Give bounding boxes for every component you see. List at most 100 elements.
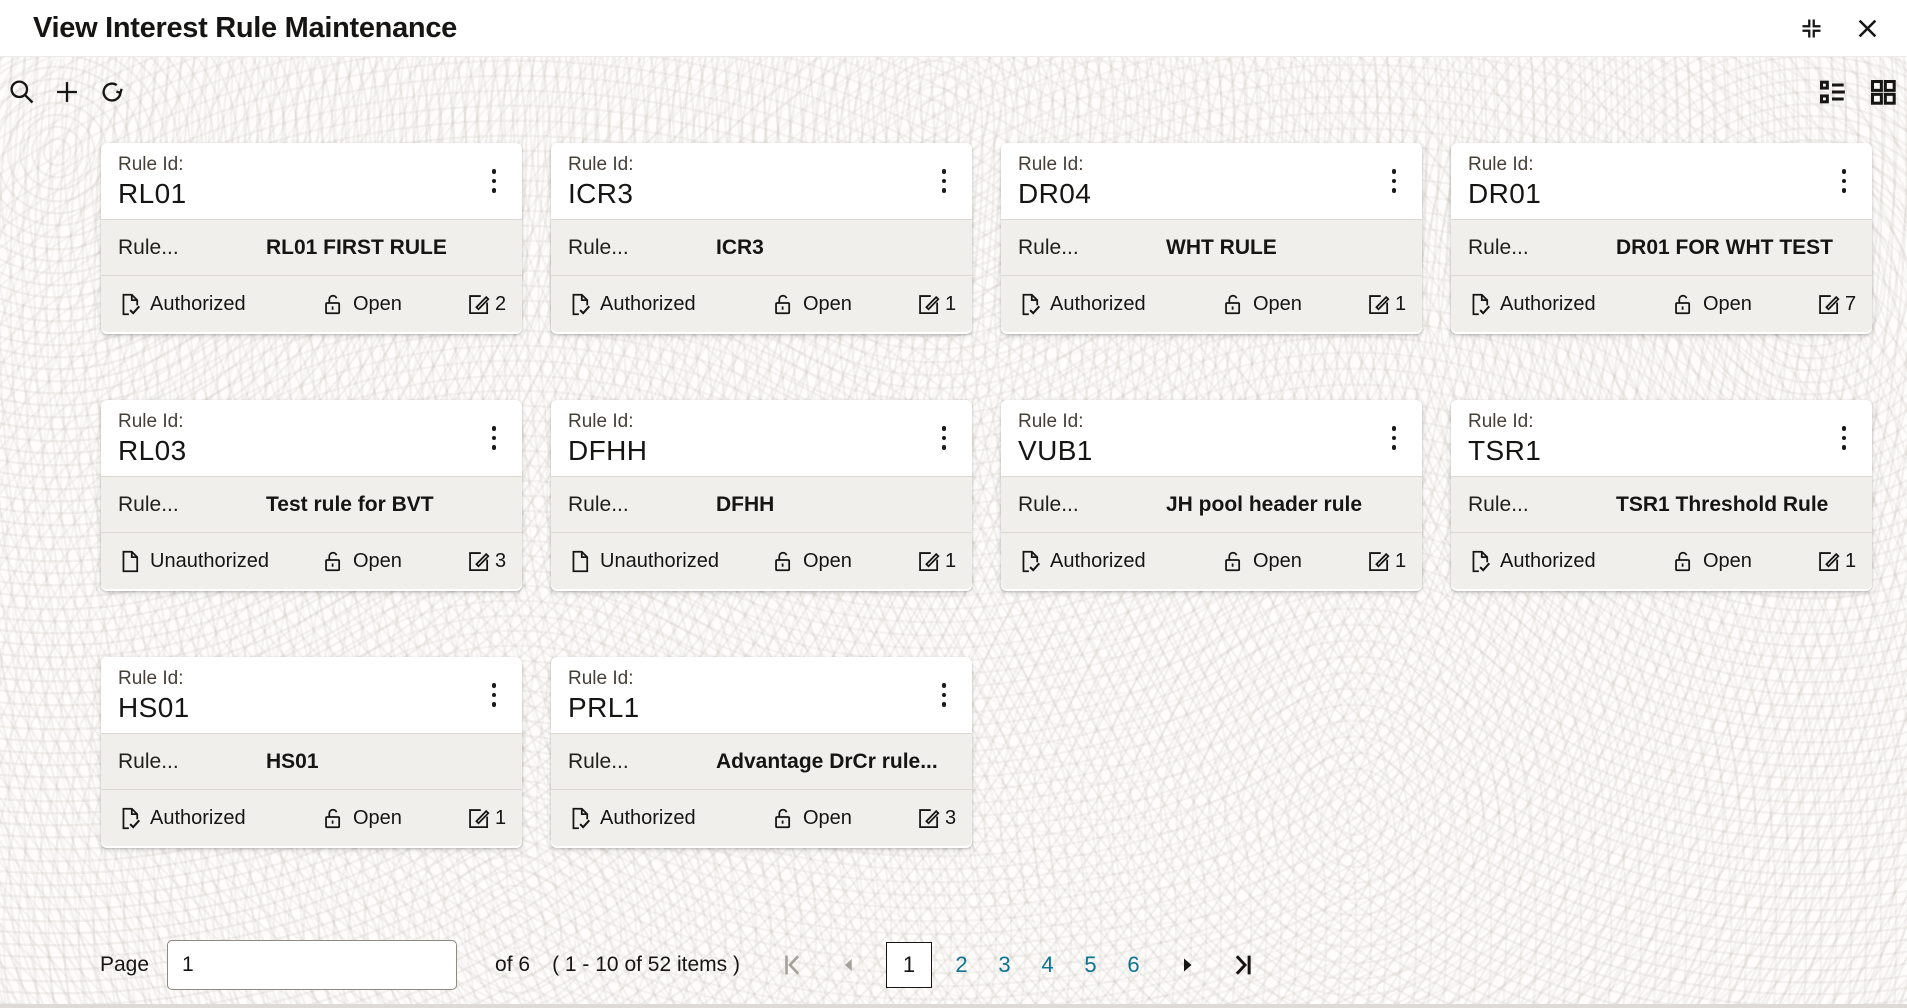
modification-number-text: 1 xyxy=(1395,292,1407,315)
modification-number-text: 1 xyxy=(1845,549,1857,572)
card-header: Rule Id: RL03 xyxy=(101,400,522,476)
page-number-button[interactable]: 5 xyxy=(1069,942,1112,988)
rule-card[interactable]: Rule Id: PRL1 Rule... Advantage DrCr rul… xyxy=(551,657,972,848)
unauthorized-document-icon xyxy=(122,550,139,572)
card-header-text: Rule Id: PRL1 xyxy=(568,668,640,733)
edit-modification-icon xyxy=(469,294,490,314)
rule-card[interactable]: Rule Id: VUB1 Rule... JH pool header rul… xyxy=(1001,400,1422,591)
first-page-button[interactable] xyxy=(780,950,810,980)
record-status: Open xyxy=(1220,292,1366,317)
rule-description-value: HS01 xyxy=(266,749,319,773)
page-number-button[interactable]: 1 xyxy=(885,942,932,988)
rule-id-label: Rule Id: xyxy=(118,411,184,432)
card-status-row: Authorized Open 1 xyxy=(1451,533,1872,589)
record-status: Open xyxy=(1670,549,1816,574)
modification-number: 1 xyxy=(916,549,956,574)
rule-card[interactable]: Rule Id: HS01 Rule... HS01 xyxy=(101,657,522,848)
collapse-button[interactable] xyxy=(1795,12,1827,44)
open-lock-icon xyxy=(1675,294,1691,314)
refresh-button[interactable] xyxy=(96,76,128,108)
card-status-row: Unauthorized Open 1 xyxy=(551,533,972,589)
card-header-text: Rule Id: DR04 xyxy=(1018,154,1091,219)
close-button[interactable] xyxy=(1851,12,1883,44)
rule-card[interactable]: Rule Id: RL03 Rule... Test rule for BVT xyxy=(101,400,522,591)
modification-number-text: 1 xyxy=(945,549,957,572)
rule-card[interactable]: Rule Id: DFHH Rule... DFHH xyxy=(551,400,972,591)
card-status-row: Authorized Open 3 xyxy=(551,790,972,846)
modification-number: 3 xyxy=(916,806,956,831)
rule-card[interactable]: Rule Id: DR01 Rule... DR01 FOR WHT TEST xyxy=(1451,143,1872,334)
record-status: Open xyxy=(1670,292,1816,317)
page-input[interactable] xyxy=(167,940,458,990)
card-header: Rule Id: DFHH xyxy=(551,400,972,476)
card-header-text: Rule Id: DFHH xyxy=(568,411,647,476)
card-header-text: Rule Id: TSR1 xyxy=(1468,411,1541,476)
card-status-row: Authorized Open 2 xyxy=(101,276,522,332)
record-status-text: Open xyxy=(1703,549,1752,572)
title-bar: View Interest Rule Maintenance xyxy=(0,0,1907,57)
rule-description-value: Advantage DrCr rule... xyxy=(716,749,938,773)
kebab-menu-button[interactable] xyxy=(926,411,962,465)
rule-description-row: Rule... HS01 xyxy=(101,733,522,790)
kebab-menu-button[interactable] xyxy=(926,668,962,722)
authorization-status-text: Authorized xyxy=(1050,292,1146,315)
open-lock-icon xyxy=(325,551,341,571)
card-status-row: Unauthorized Open 3 xyxy=(101,533,522,589)
authorization-status: Unauthorized xyxy=(567,549,770,574)
kebab-menu-button[interactable] xyxy=(1376,411,1412,465)
rule-description-label: Rule... xyxy=(1468,235,1529,259)
kebab-menu-icon xyxy=(941,169,947,174)
open-lock-icon xyxy=(1225,551,1241,571)
record-status-text: Open xyxy=(1253,292,1302,315)
card-header-text: Rule Id: DR01 xyxy=(1468,154,1541,219)
kebab-menu-button[interactable] xyxy=(1826,411,1862,465)
rule-card[interactable]: Rule Id: TSR1 Rule... TSR1 Threshold Rul… xyxy=(1451,400,1872,591)
rule-id-label: Rule Id: xyxy=(568,411,634,432)
search-button[interactable] xyxy=(6,76,38,108)
page-number-button[interactable]: 6 xyxy=(1112,942,1155,988)
authorized-document-icon xyxy=(572,807,592,831)
grid-view-button[interactable] xyxy=(1867,76,1899,108)
rule-id-value: DR04 xyxy=(1018,178,1092,209)
previous-page-button[interactable] xyxy=(838,954,860,976)
kebab-menu-button[interactable] xyxy=(476,411,512,465)
rule-card[interactable]: Rule Id: RL01 Rule... RL01 FIRST RULE xyxy=(101,143,522,334)
rule-card[interactable]: Rule Id: ICR3 Rule... ICR3 xyxy=(551,143,972,334)
authorization-status-text: Authorized xyxy=(1500,549,1596,572)
page-number-button[interactable]: 3 xyxy=(983,942,1026,988)
rule-id-value: RL01 xyxy=(118,178,187,209)
modification-number: 1 xyxy=(1816,549,1856,574)
card-header: Rule Id: DR04 xyxy=(1001,143,1422,219)
grid-view-icon xyxy=(1870,79,1896,105)
rule-description-value: DR01 FOR WHT TEST xyxy=(1616,235,1834,259)
record-status: Open xyxy=(320,292,466,317)
rule-description-label: Rule... xyxy=(568,492,629,516)
rule-id-label: Rule Id: xyxy=(118,154,184,175)
page-number-button[interactable]: 2 xyxy=(940,942,983,988)
card-header: Rule Id: HS01 xyxy=(101,657,522,733)
next-page-icon xyxy=(1183,958,1192,972)
rule-description-label: Rule... xyxy=(1018,235,1079,259)
rule-card[interactable]: Rule Id: DR04 Rule... WHT RULE xyxy=(1001,143,1422,334)
open-lock-icon xyxy=(775,294,791,314)
page-number-button[interactable]: 4 xyxy=(1026,942,1069,988)
next-page-button[interactable] xyxy=(1175,953,1199,977)
add-button[interactable] xyxy=(51,76,83,108)
kebab-menu-button[interactable] xyxy=(476,668,512,722)
list-view-button[interactable] xyxy=(1816,76,1848,108)
record-status-text: Open xyxy=(1703,292,1752,315)
record-status: Open xyxy=(770,549,916,574)
rule-description-label: Rule... xyxy=(568,235,629,259)
kebab-menu-button[interactable] xyxy=(1376,154,1412,208)
page-label: Page xyxy=(100,953,150,976)
kebab-menu-button[interactable] xyxy=(1826,154,1862,208)
modification-number: 1 xyxy=(916,292,956,317)
authorization-status-text: Authorized xyxy=(1050,549,1146,572)
authorization-status: Authorized xyxy=(1017,549,1220,574)
kebab-menu-button[interactable] xyxy=(926,154,962,208)
kebab-menu-button[interactable] xyxy=(476,154,512,208)
authorization-status-text: Unauthorized xyxy=(600,549,719,572)
card-header: Rule Id: PRL1 xyxy=(551,657,972,733)
last-page-button[interactable] xyxy=(1225,950,1255,980)
toolbar-left-group xyxy=(6,76,128,108)
